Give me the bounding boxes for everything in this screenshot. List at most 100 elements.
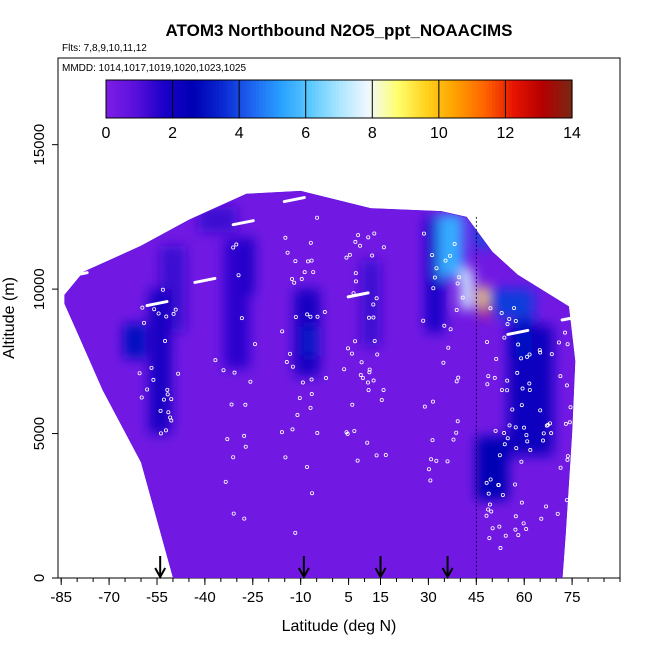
sample-dot [500, 492, 505, 497]
colorbar-step [345, 80, 350, 118]
colorbar-step [159, 80, 164, 118]
x-axis-title: Latitude (deg N) [282, 618, 397, 635]
colorbar-step [265, 80, 270, 118]
sample-dot [242, 433, 247, 438]
x-tick-label: 75 [564, 589, 581, 606]
sample-dot [309, 392, 314, 397]
sample-dot [349, 351, 354, 356]
colorbar-step [195, 80, 200, 118]
sample-dot [359, 360, 364, 365]
sample-dot [567, 420, 572, 425]
colorbar-step [388, 80, 393, 118]
colorbar-step [132, 80, 137, 118]
flight-track-mark-0 [65, 271, 89, 279]
colorbar-step [422, 80, 427, 118]
sample-dot [151, 377, 156, 382]
sample-dot [510, 407, 515, 412]
colorbar-step [235, 80, 240, 118]
x-axis: -85 -70 -55 -40 -25 -10 5 15 30 45 60 75 [50, 578, 621, 606]
marker-arrow-head-0 [154, 567, 167, 580]
sample-dot [520, 386, 525, 391]
sample-dot [366, 235, 371, 240]
sample-dot [160, 287, 165, 292]
colorbar-step [232, 80, 237, 118]
sample-dot [293, 259, 298, 264]
colorbar-step [562, 80, 566, 118]
sample-dot [507, 317, 512, 322]
sample-dot [507, 423, 512, 428]
marker-arrow-head-3 [441, 567, 454, 580]
sample-dot [149, 365, 154, 370]
colorbar-step [172, 80, 177, 118]
sample-dot [484, 480, 489, 485]
colorbar-step [152, 80, 157, 118]
sample-dot [489, 509, 494, 514]
colorbar-step [322, 80, 327, 118]
flight-track-mark-2 [145, 300, 169, 308]
sample-dot [521, 521, 526, 526]
colorbar-step [482, 80, 487, 118]
colorbar-step [495, 80, 500, 118]
x-tick-label: -10 [290, 589, 312, 606]
sample-dot [243, 444, 248, 449]
sample-dot [428, 478, 433, 483]
sample-dot [558, 465, 563, 470]
sample-dot [225, 437, 230, 442]
colorbar-step [302, 80, 307, 118]
colorbar-step [355, 80, 360, 118]
colorbar-step [309, 80, 313, 118]
colorbar-step [478, 80, 483, 118]
sample-dot [283, 235, 288, 240]
sample-dot [565, 457, 570, 462]
sample-dot [156, 311, 161, 316]
sample-dot [171, 311, 176, 316]
sample-dot [502, 431, 507, 436]
colorbar-step [182, 80, 187, 118]
sample-dot [527, 387, 532, 392]
colorbar-step [315, 80, 320, 118]
sample-dot [522, 425, 527, 430]
sample-dot [366, 315, 371, 320]
sample-dot [305, 259, 310, 264]
sample-dot [297, 395, 302, 400]
heatmap-feature-18 [482, 305, 490, 320]
colorbar-step [428, 80, 433, 118]
sample-dot [422, 404, 427, 409]
y-tick-label: 0 [31, 574, 48, 582]
colorbar-tick-label: 10 [430, 125, 448, 142]
colorbar-tick-label: 8 [368, 125, 377, 142]
colorbar-step [245, 80, 250, 118]
heatmap-background [64, 190, 576, 578]
colorbar-step [565, 80, 570, 118]
sample-dot [524, 527, 529, 532]
sample-dot [358, 373, 363, 378]
sample-dot [231, 245, 236, 250]
colorbar-step [229, 80, 234, 118]
colorbar-step [382, 80, 387, 118]
sample-dot [248, 379, 253, 384]
sample-dot [300, 380, 305, 385]
sample-dot [563, 330, 568, 335]
colorbar-step [445, 80, 450, 118]
colorbar-step [368, 80, 373, 118]
colorbar-step [402, 80, 407, 118]
sample-dot [486, 507, 491, 512]
sample-dot [288, 351, 293, 356]
colorbar-step [522, 80, 526, 118]
colorbar-step [395, 80, 400, 118]
sample-dot [308, 314, 313, 319]
sample-dot [492, 375, 497, 380]
colorbar-step [415, 80, 420, 118]
sample-dot [490, 526, 495, 531]
sample-dot [353, 239, 358, 244]
sample-dot [367, 367, 372, 372]
colorbar-step [242, 80, 247, 118]
sample-dot [309, 258, 314, 263]
sample-dot [229, 402, 234, 407]
sample-dot [558, 374, 563, 379]
sample-dot [537, 348, 542, 353]
sample-dot [445, 459, 450, 464]
sample-dot [441, 360, 446, 365]
sample-dot [556, 340, 561, 345]
sample-dot [505, 388, 510, 393]
